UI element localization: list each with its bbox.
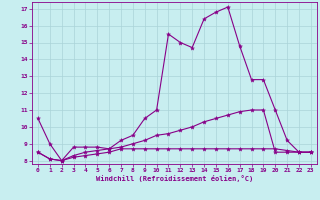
X-axis label: Windchill (Refroidissement éolien,°C): Windchill (Refroidissement éolien,°C) — [96, 175, 253, 182]
